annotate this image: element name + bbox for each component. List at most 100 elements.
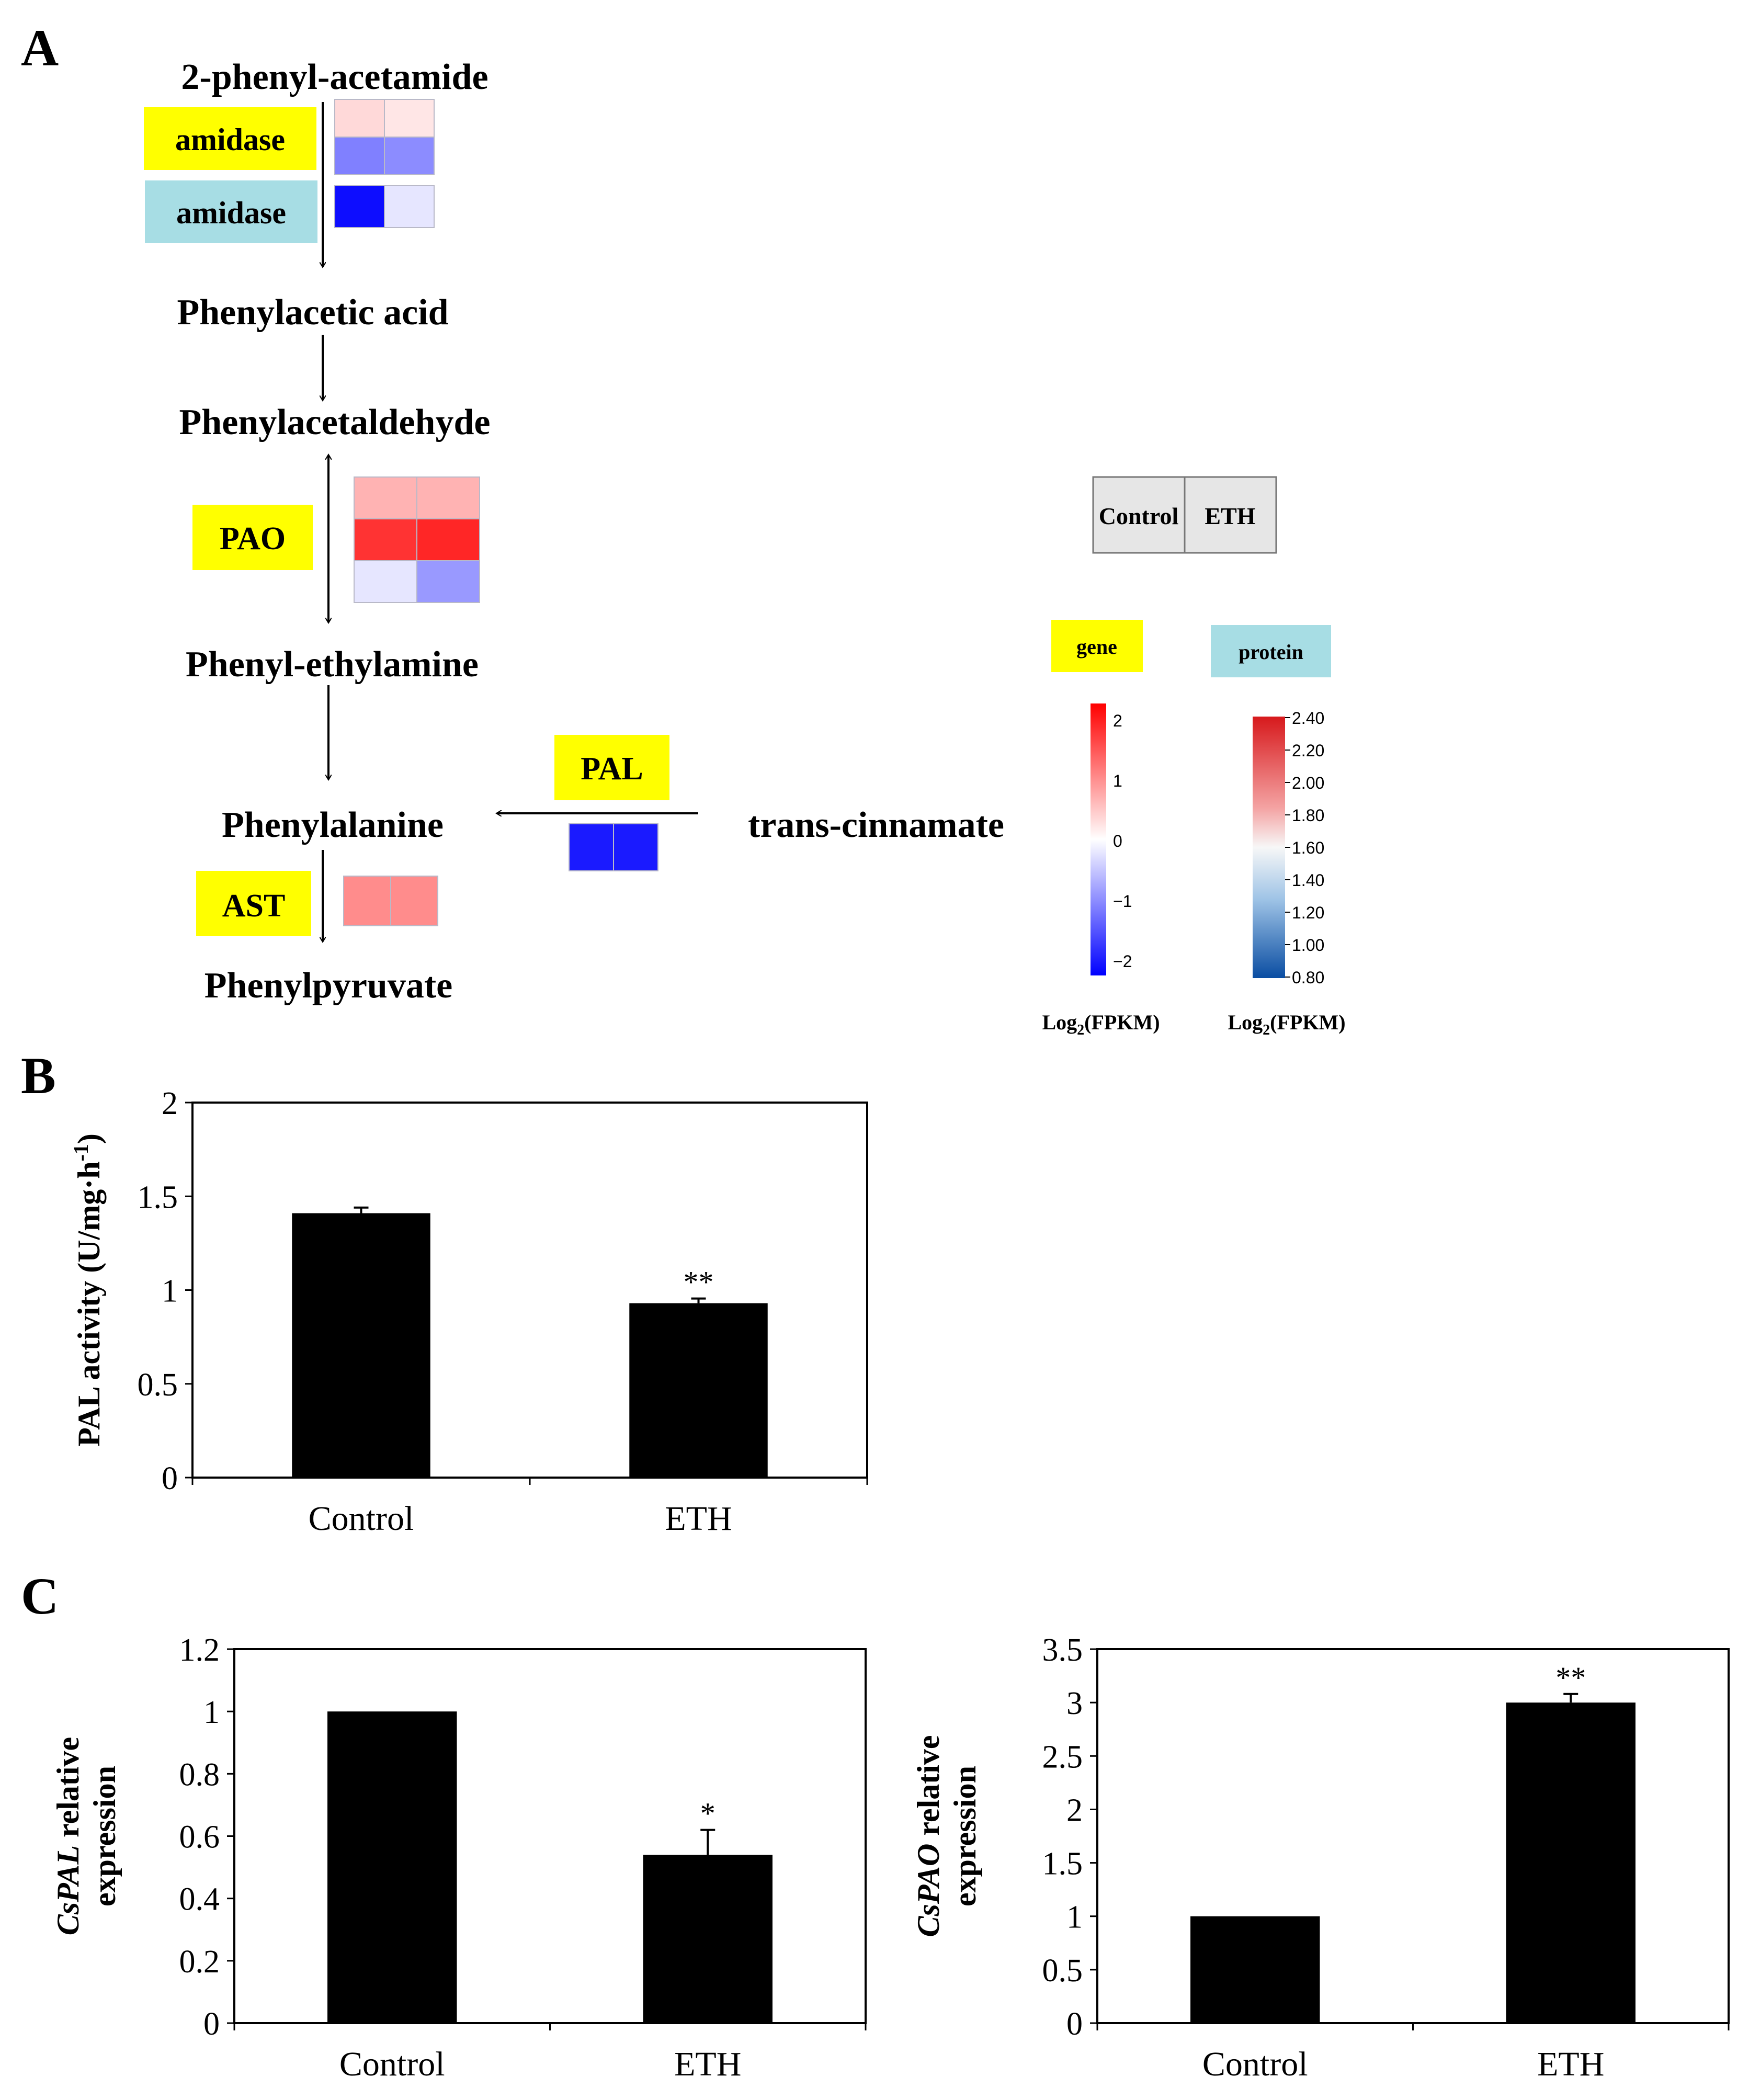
y-tick-label: 0.5 (138, 1367, 178, 1403)
y-tick-label: 0 (162, 1461, 178, 1496)
legend-gene-label-bg (1051, 620, 1143, 672)
y-axis-title: PAL activity (U/mg·h-1) (69, 1133, 106, 1447)
protein-colorbar-tick: 2.40 (1292, 709, 1324, 728)
pao-label: PAO (220, 521, 286, 557)
protein-colorbar-tick: 1.40 (1292, 871, 1324, 890)
chart-pal-activity: 0 0.5 1 1.5 2 Control ** ETH PAL activity (U/mg·… (69, 1086, 868, 1538)
significance-marker: * (700, 1797, 716, 1831)
bar (327, 1711, 457, 2023)
legend-sample-eth: ETH (1205, 503, 1255, 529)
gene-colorbar-tick: 1 (1113, 771, 1122, 790)
panel-label-b: B (21, 1047, 56, 1105)
protein-colorbar-tick: 1.00 (1292, 936, 1324, 955)
legend-protein-label-bg (1211, 625, 1331, 677)
y-tick-label: 0.2 (179, 1944, 220, 1980)
y-tick-label: 1.2 (179, 1632, 220, 1668)
heatmap-cell (334, 99, 385, 138)
y-tick-label: 2 (162, 1086, 178, 1121)
significance-marker: ** (1555, 1661, 1586, 1695)
x-category-label: ETH (674, 2045, 741, 2083)
heatmap-cell (334, 185, 385, 228)
pathway-diagram: 2-phenyl-acetamide Phenylacetic acid Phe… (144, 57, 1004, 1006)
amidase-protein-label: amidase (176, 196, 286, 230)
heatmap-cell (354, 476, 417, 519)
heatmap-amidase-gene (334, 99, 435, 175)
amidase-gene-label: amidase (175, 122, 285, 157)
heatmap-cell (416, 476, 480, 519)
ast-label: AST (222, 888, 286, 924)
metabolite-phenylacetaldehyde: Phenylacetaldehyde (179, 402, 491, 442)
gene-colorbar-title: Log2(FPKM) (1042, 1011, 1160, 1038)
protein-colorbar-tick: 2.20 (1292, 741, 1324, 760)
gene-colorbar-tick: −1 (1113, 892, 1132, 911)
y-tick-label: 0 (1066, 2006, 1083, 2042)
heatmap-cell (613, 823, 658, 871)
heatmap-cell (354, 560, 417, 603)
protein-colorbar-tick: 1.60 (1292, 838, 1324, 857)
y-tick-label: 2 (1066, 1792, 1083, 1828)
protein-colorbar-tick: 0.80 (1292, 968, 1324, 987)
metabolite-phenylalanine: Phenylalanine (222, 805, 444, 845)
bar (1190, 1916, 1320, 2023)
legend-gene-label: gene (1076, 635, 1117, 659)
x-category-label: Control (1202, 2045, 1308, 2083)
pal-label: PAL (581, 751, 643, 787)
legend-sample-control: Control (1099, 503, 1179, 529)
x-category-label: Control (339, 2045, 445, 2083)
y-tick-label: 0.6 (179, 1820, 220, 1855)
heatmap-ast (343, 876, 438, 926)
y-axis-title-line2: expression (948, 1766, 982, 1906)
protein-colorbar-title: Log2(FPKM) (1228, 1011, 1345, 1038)
protein-colorbar (1253, 717, 1285, 978)
heatmap-cell (569, 823, 614, 871)
y-tick-label: 0.5 (1042, 1953, 1083, 1989)
metabolite-phenylacetamide: 2-phenyl-acetamide (181, 57, 488, 97)
gene-colorbar-tick: −2 (1113, 952, 1132, 971)
gene-colorbar (1091, 703, 1106, 975)
y-tick-label: 0 (203, 2006, 220, 2042)
pao-label-bg (192, 505, 313, 570)
y-tick-label: 1.5 (138, 1179, 178, 1215)
x-category-label: ETH (665, 1500, 732, 1538)
pal-label-bg (554, 735, 669, 800)
gene-colorbar-ticks: 2 1 0 −1 −2 (1113, 711, 1132, 971)
metabolite-phenylpyruvate: Phenylpyruvate (205, 966, 452, 1006)
bar (629, 1303, 768, 1478)
bar (643, 1855, 773, 2023)
panel-label-c: C (21, 1567, 59, 1625)
heatmap-cell (416, 560, 480, 603)
amidase-protein-label-bg (145, 180, 317, 243)
y-axis-title: CsPAL relative (51, 1737, 85, 1935)
gene-colorbar-tick: 0 (1113, 832, 1122, 850)
heatmap-cell (390, 876, 438, 926)
protein-colorbar-ticks: 2.40 2.20 2.00 1.80 1.60 1.40 1.20 1.00 0.80 (1285, 709, 1324, 987)
bar (1506, 1702, 1636, 2023)
y-tick-label: 3.5 (1042, 1632, 1083, 1668)
heatmap-pal (569, 823, 658, 871)
protein-colorbar-tick: 2.00 (1292, 774, 1324, 792)
x-category-label: ETH (1537, 2045, 1604, 2083)
heatmap-cell (343, 876, 391, 926)
heatmap-cell (384, 185, 435, 228)
x-category-label: Control (309, 1500, 414, 1538)
heatmap-cell (384, 137, 435, 175)
legend-protein-label: protein (1239, 640, 1303, 664)
protein-colorbar-tick: 1.20 (1292, 903, 1324, 922)
heatmap-cell (334, 137, 385, 175)
bar (292, 1213, 430, 1478)
metabolite-trans-cinnamate: trans-cinnamate (748, 805, 1004, 845)
legend-sample-box-eth (1184, 476, 1277, 554)
significance-marker: ** (684, 1265, 714, 1299)
protein-colorbar-tick: 1.80 (1292, 806, 1324, 825)
chart-cspal-expression: 0 0.2 0.4 0.6 0.8 1 1.2 Control * ETH CsPAL relati… (51, 1632, 867, 2083)
y-tick-label: 2.5 (1042, 1739, 1083, 1775)
metabolite-phenylacetic-acid: Phenylacetic acid (177, 292, 448, 333)
y-tick-label: 3 (1066, 1686, 1083, 1721)
y-axis-title: CsPAO relative (911, 1735, 946, 1937)
y-tick-label: 0.4 (179, 1882, 220, 1917)
heatmap-cell (416, 518, 480, 561)
heatmap-pao (354, 476, 480, 603)
y-tick-label: 1 (1066, 1900, 1083, 1935)
pathway-legend: Control ETH gene protein 2 1 0 −1 −2 2.40 2.2… (1042, 476, 1346, 1038)
